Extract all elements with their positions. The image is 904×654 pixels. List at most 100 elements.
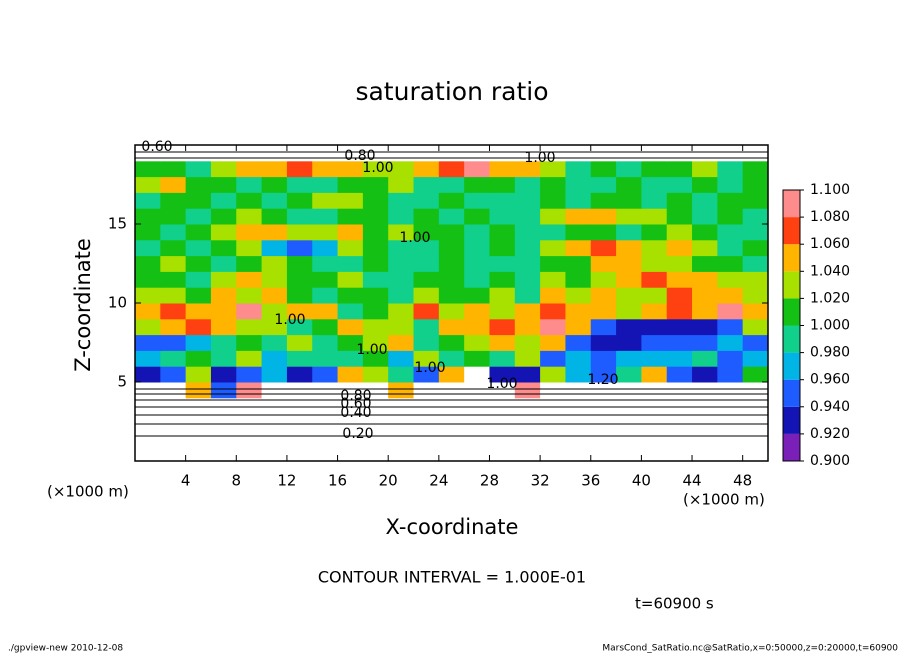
heatmap-cell bbox=[489, 208, 516, 225]
heatmap-cell bbox=[413, 255, 440, 272]
heatmap-cell bbox=[160, 176, 187, 193]
heatmap-cell bbox=[692, 145, 718, 162]
heatmap-cell bbox=[514, 350, 541, 367]
contour-label: 0.40 bbox=[340, 405, 371, 421]
heatmap-cell bbox=[388, 303, 415, 320]
heatmap-cell bbox=[135, 413, 161, 430]
heatmap-cell bbox=[590, 271, 617, 288]
heatmap-cell bbox=[717, 445, 744, 462]
heatmap-cell bbox=[489, 224, 516, 241]
heatmap-cell bbox=[692, 445, 718, 462]
heatmap-cell bbox=[236, 413, 263, 430]
heatmap-cell bbox=[717, 318, 744, 336]
heatmap-cell bbox=[742, 239, 769, 257]
heatmap-cell bbox=[666, 366, 693, 383]
heatmap-cell bbox=[514, 145, 541, 162]
heatmap-cell bbox=[160, 255, 187, 272]
heatmap-cell bbox=[692, 287, 718, 304]
heatmap-cell bbox=[362, 224, 389, 241]
heatmap-cell bbox=[236, 397, 263, 415]
heatmap-cell bbox=[641, 271, 668, 288]
heatmap-cell bbox=[717, 397, 744, 415]
heatmap-cell bbox=[210, 350, 237, 367]
heatmap-cell bbox=[666, 255, 693, 272]
heatmap-cell bbox=[565, 176, 592, 193]
heatmap-cell bbox=[565, 397, 592, 415]
heatmap-cell bbox=[565, 239, 592, 257]
heatmap-cell bbox=[135, 271, 161, 288]
heatmap-cell bbox=[135, 382, 161, 399]
heatmap-cell bbox=[692, 176, 718, 193]
heatmap-cell bbox=[464, 429, 490, 446]
heatmap-cell bbox=[590, 366, 617, 383]
heatmap-cell bbox=[616, 445, 642, 462]
heatmap-cell bbox=[641, 208, 668, 225]
heatmap-cell bbox=[616, 397, 642, 415]
heatmap-cell bbox=[312, 429, 339, 446]
heatmap-cell bbox=[742, 303, 769, 320]
heatmap-cell bbox=[616, 160, 642, 178]
heatmap-cell bbox=[742, 208, 769, 225]
heatmap-cell bbox=[160, 350, 187, 367]
heatmap-cell bbox=[337, 413, 364, 430]
heatmap-cell bbox=[540, 255, 566, 272]
heatmap-cell bbox=[464, 445, 490, 462]
heatmap-cell bbox=[464, 397, 490, 415]
heatmap-cell bbox=[616, 176, 642, 193]
heatmap-cell bbox=[641, 397, 668, 415]
heatmap-cell bbox=[337, 429, 364, 446]
heatmap-cell bbox=[312, 192, 339, 209]
heatmap-cell bbox=[185, 303, 212, 320]
heatmap-cell bbox=[413, 224, 440, 241]
heatmap-cell bbox=[590, 145, 617, 162]
heatmap-cell bbox=[388, 145, 415, 162]
heatmap-cell bbox=[565, 413, 592, 430]
heatmap-cell bbox=[489, 366, 516, 383]
heatmap-cell bbox=[413, 239, 440, 257]
heatmap-cell bbox=[666, 334, 693, 351]
heatmap-cell bbox=[489, 255, 516, 272]
heatmap-cell bbox=[135, 208, 161, 225]
heatmap-cell bbox=[286, 145, 313, 162]
heatmap-cell bbox=[286, 287, 313, 304]
heatmap-cell bbox=[160, 208, 187, 225]
heatmap-cell bbox=[590, 208, 617, 225]
heatmap-cell bbox=[413, 303, 440, 320]
heatmap-cell bbox=[692, 382, 718, 399]
heatmap-cell bbox=[565, 160, 592, 178]
heatmap-cell bbox=[160, 303, 187, 320]
heatmap-cell bbox=[185, 413, 212, 430]
heatmap-cell bbox=[388, 397, 415, 415]
heatmap-cell bbox=[185, 350, 212, 367]
heatmap-cell bbox=[742, 397, 769, 415]
heatmap-cell bbox=[337, 255, 364, 272]
heatmap-cell bbox=[286, 429, 313, 446]
heatmap-cell bbox=[489, 429, 516, 446]
heatmap-cell bbox=[362, 271, 389, 288]
heatmap-cell bbox=[286, 239, 313, 257]
heatmap-cell bbox=[565, 271, 592, 288]
heatmap-cell bbox=[286, 271, 313, 288]
contour-lines bbox=[135, 151, 768, 437]
heatmap-cell bbox=[540, 318, 566, 336]
heatmap-cell bbox=[388, 287, 415, 304]
heatmap-cell bbox=[312, 334, 339, 351]
heatmap-cell bbox=[312, 255, 339, 272]
heatmap-cell bbox=[438, 145, 465, 162]
heatmap-cell bbox=[413, 160, 440, 178]
colorbar-band bbox=[783, 271, 800, 299]
heatmap-cell bbox=[641, 176, 668, 193]
heatmap-cell bbox=[717, 429, 744, 446]
heatmap-cell bbox=[590, 255, 617, 272]
colorbar-label: 1.020 bbox=[810, 290, 850, 306]
heatmap-cell bbox=[286, 255, 313, 272]
heatmap-cell bbox=[286, 176, 313, 193]
heatmap-cell bbox=[438, 429, 465, 446]
y-tick-label: 5 bbox=[117, 373, 127, 391]
heatmap-cell bbox=[590, 334, 617, 351]
heatmap-cell bbox=[616, 192, 642, 209]
heatmap-cell bbox=[489, 287, 516, 304]
heatmap-cell bbox=[489, 271, 516, 288]
heatmap-cell bbox=[337, 160, 364, 178]
heatmap-cell bbox=[413, 318, 440, 336]
